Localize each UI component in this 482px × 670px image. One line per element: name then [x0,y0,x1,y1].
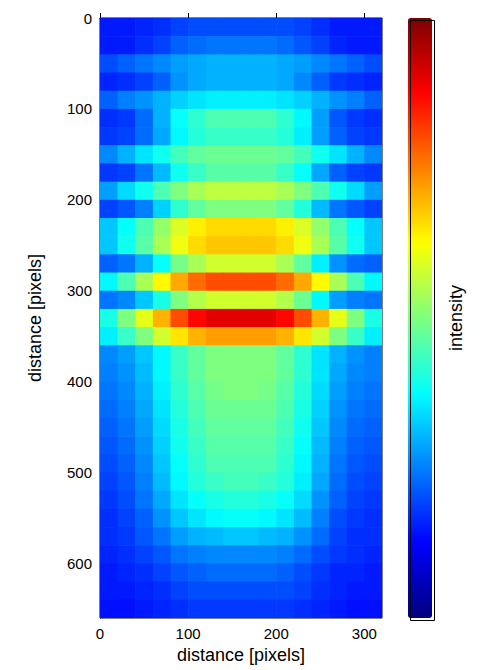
svg-text:100: 100 [67,100,92,117]
svg-text:200: 200 [67,191,92,208]
svg-text:distance [pixels]: distance [pixels] [177,645,305,665]
svg-text:distance [pixels]: distance [pixels] [25,254,45,382]
svg-text:400: 400 [67,373,92,390]
svg-text:600: 600 [67,555,92,572]
svg-text:0: 0 [96,625,104,642]
svg-text:300: 300 [67,282,92,299]
svg-text:0: 0 [84,10,92,27]
svg-text:300: 300 [352,625,377,642]
svg-text:200: 200 [264,625,289,642]
svg-text:500: 500 [67,464,92,481]
svg-text:100: 100 [176,625,201,642]
svg-text:intensity: intensity [446,285,466,351]
